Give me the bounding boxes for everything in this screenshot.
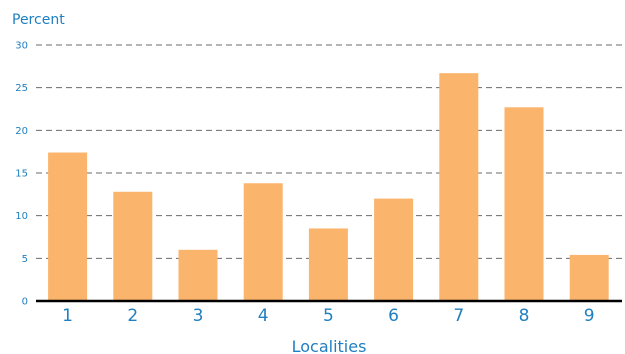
y-tick-label: 5: [22, 254, 28, 265]
y-tick-label: 10: [15, 211, 28, 222]
y-tick-label: 30: [15, 41, 28, 52]
bar-4: [243, 183, 283, 301]
y-axis-title: Percent: [12, 12, 65, 28]
y-tick-label: 0: [22, 297, 28, 308]
x-tick-label: 8: [519, 306, 530, 326]
x-tick-label: 9: [584, 306, 595, 326]
bar-9: [569, 254, 609, 301]
bar-5: [308, 228, 348, 301]
x-tick-label: 7: [453, 306, 464, 326]
y-tick-label: 25: [15, 83, 28, 94]
x-tick-label: 5: [323, 306, 334, 326]
x-axis-ticks: 1 2 3 4 5 6 7 8 9: [62, 306, 594, 326]
y-tick-label: 20: [15, 126, 28, 137]
x-axis-title: Localities: [292, 337, 367, 354]
y-tick-label: 15: [15, 169, 28, 180]
y-axis-ticks: 0 5 10 15 20 25 30: [15, 41, 28, 308]
x-tick-label: 4: [258, 306, 269, 326]
x-tick-label: 6: [388, 306, 399, 326]
x-tick-label: 2: [127, 306, 138, 326]
bar-2: [113, 191, 153, 301]
bar-7: [439, 73, 479, 301]
bar-3: [178, 249, 218, 301]
bar-1: [48, 152, 88, 301]
x-tick-label: 1: [62, 306, 73, 326]
x-tick-label: 3: [193, 306, 204, 326]
bars: [48, 73, 609, 301]
bar-6: [374, 198, 414, 301]
bar-8: [504, 107, 544, 301]
